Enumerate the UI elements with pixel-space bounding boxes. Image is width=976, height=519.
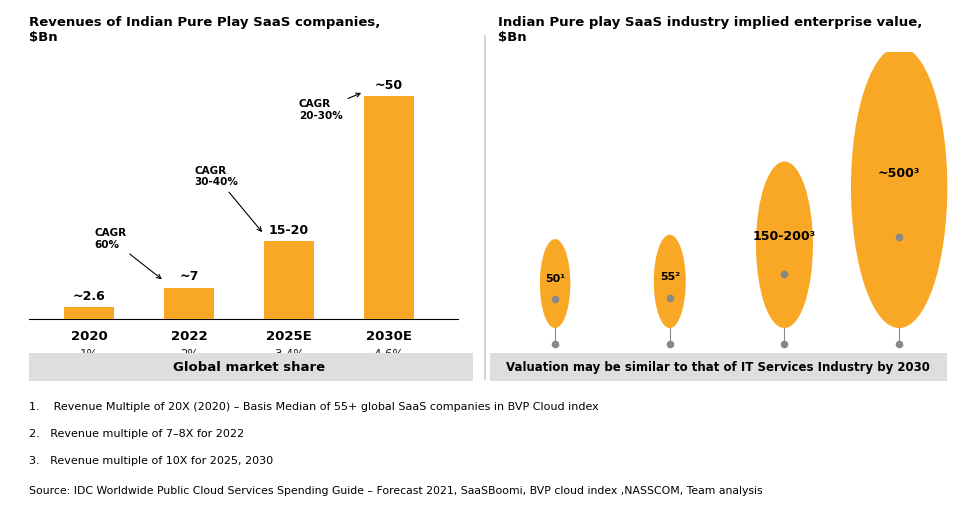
Text: 2%: 2% (180, 348, 198, 361)
Text: $Bn: $Bn (29, 31, 58, 44)
Text: 55²: 55² (660, 272, 680, 282)
Text: 1.    Revenue Multiple of 20X (2020) – Basis Median of 55+ global SaaS companies: 1. Revenue Multiple of 20X (2020) – Basi… (29, 402, 599, 412)
Bar (164, 288, 214, 319)
Text: CAGR
30-40%: CAGR 30-40% (194, 166, 262, 231)
Text: 50¹: 50¹ (545, 274, 565, 284)
Text: 2025E: 2025E (761, 360, 807, 373)
Text: ~500³: ~500³ (878, 167, 920, 180)
Text: $Bn: $Bn (498, 31, 526, 44)
Text: 3.   Revenue multiple of 10X for 2025, 2030: 3. Revenue multiple of 10X for 2025, 203… (29, 456, 273, 466)
Text: 150-200³: 150-200³ (752, 230, 816, 243)
Text: 2025E: 2025E (266, 330, 311, 343)
Bar (64, 307, 114, 319)
Text: 2030E: 2030E (366, 330, 412, 343)
Bar (264, 241, 314, 319)
Text: Valuation may be similar to that of IT Services Industry by 2030: Valuation may be similar to that of IT S… (507, 361, 930, 374)
Text: 2.   Revenue multiple of 7–8X for 2022: 2. Revenue multiple of 7–8X for 2022 (29, 429, 244, 439)
Text: 2020: 2020 (537, 360, 574, 373)
Bar (364, 97, 414, 319)
Text: ~50: ~50 (375, 79, 403, 92)
Text: 4-6%: 4-6% (374, 348, 404, 361)
Text: 2030E: 2030E (876, 360, 922, 373)
Ellipse shape (756, 161, 813, 328)
Text: Indian Pure play SaaS industry implied enterprise value,: Indian Pure play SaaS industry implied e… (498, 16, 922, 29)
Text: Source: IDC Worldwide Public Cloud Services Spending Guide – Forecast 2021, SaaS: Source: IDC Worldwide Public Cloud Servi… (29, 486, 763, 496)
Text: CAGR
20-30%: CAGR 20-30% (299, 93, 360, 120)
Ellipse shape (654, 235, 686, 328)
Text: 2022: 2022 (651, 360, 688, 373)
Text: 2020: 2020 (71, 330, 107, 343)
Text: ~2.6: ~2.6 (73, 290, 105, 303)
Ellipse shape (540, 239, 570, 328)
Text: Global market share: Global market share (173, 361, 325, 374)
Text: 15-20: 15-20 (268, 224, 309, 237)
Text: 3-4%: 3-4% (273, 348, 305, 361)
Text: 1%: 1% (80, 348, 99, 361)
Text: CAGR
60%: CAGR 60% (95, 228, 161, 279)
Text: ~7: ~7 (180, 270, 199, 283)
Text: 2022: 2022 (171, 330, 207, 343)
Text: Revenues of Indian Pure Play SaaS companies,: Revenues of Indian Pure Play SaaS compan… (29, 16, 381, 29)
Ellipse shape (851, 47, 948, 328)
